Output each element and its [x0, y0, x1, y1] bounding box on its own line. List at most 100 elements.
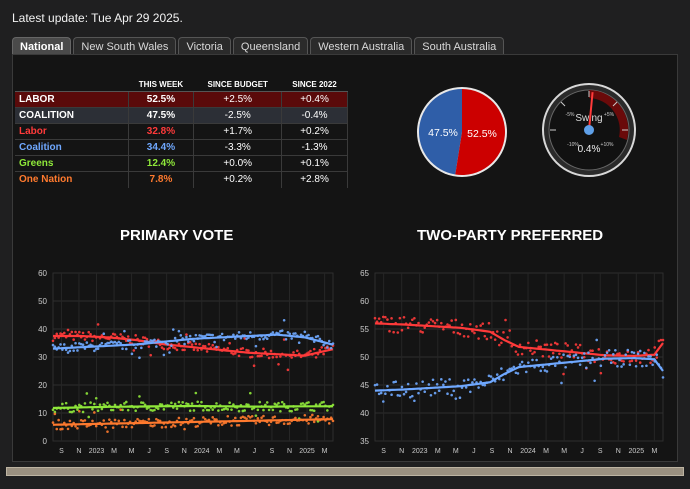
data-point-greens	[188, 409, 192, 413]
summary-header-row: THIS WEEK SINCE BUDGET SINCE 2022	[15, 78, 348, 92]
data-point-greens	[98, 403, 102, 406]
data-point-labor	[175, 348, 179, 352]
data-point-coalition	[66, 351, 70, 354]
x-tick-label: J	[147, 448, 151, 455]
x-tick-label: N	[287, 448, 292, 455]
data-point-one-nation	[235, 424, 239, 427]
summary-header-since-2022: SINCE 2022	[281, 78, 348, 92]
tab-south-australia[interactable]: South Australia	[414, 37, 505, 57]
data-point-coalition	[462, 379, 466, 382]
data-point-labor	[527, 341, 530, 345]
data-point-greens	[307, 401, 310, 404]
data-point-coalition	[562, 353, 565, 356]
data-point-one-nation	[68, 419, 72, 423]
data-point-one-nation	[76, 426, 79, 430]
data-point-greens	[282, 402, 286, 406]
data-point-labor	[539, 345, 543, 349]
x-tick-label: S	[164, 448, 169, 455]
data-point-labor	[173, 346, 177, 350]
data-point-labor	[547, 355, 551, 358]
tab-queensland[interactable]: Queensland	[232, 37, 309, 57]
data-point-coalition	[327, 339, 331, 343]
data-point-greens	[318, 403, 322, 406]
data-point-coalition	[93, 349, 96, 353]
data-point-coalition	[130, 352, 134, 356]
data-point-one-nation	[113, 418, 117, 422]
data-point-greens	[301, 402, 305, 405]
data-point-labor	[433, 321, 437, 325]
data-point-coalition	[556, 355, 559, 359]
data-point-coalition	[626, 348, 630, 352]
data-point-coalition	[381, 400, 385, 403]
data-point-greens	[123, 402, 126, 405]
data-point-one-nation	[173, 424, 177, 428]
data-point-coalition	[262, 337, 265, 341]
party-name-cell: One Nation	[15, 171, 129, 188]
data-point-greens	[78, 403, 81, 407]
data-point-labor	[185, 333, 188, 336]
tab-national[interactable]: National	[12, 37, 72, 57]
data-point-labor	[591, 349, 594, 353]
data-point-labor	[207, 342, 211, 346]
data-point-coalition	[170, 344, 173, 348]
data-point-labor	[309, 349, 312, 353]
data-point-labor	[205, 350, 209, 353]
data-point-labor	[529, 349, 532, 352]
data-point-greens	[91, 407, 94, 411]
data-point-labor	[485, 337, 489, 341]
data-point-one-nation	[136, 417, 139, 421]
data-point-labor	[442, 327, 445, 331]
data-point-coalition	[572, 354, 576, 357]
data-point-coalition	[543, 369, 547, 372]
data-point-one-nation	[104, 426, 107, 429]
this-week-cell: 52.5%	[128, 91, 195, 108]
tab-victoria[interactable]: Victoria	[178, 37, 231, 57]
gauge-tick-minus10: -10%	[567, 142, 579, 148]
latest-update: Latest update: Tue Apr 29 2025.	[12, 11, 183, 25]
data-point-coalition	[192, 339, 196, 343]
data-point-coalition	[72, 349, 75, 352]
tab-western-australia[interactable]: Western Australia	[310, 37, 413, 57]
data-point-labor	[256, 354, 260, 358]
data-point-greens	[288, 409, 292, 413]
data-point-labor	[481, 322, 485, 325]
party-name-cell: LABOR	[15, 91, 129, 108]
data-point-labor	[398, 316, 402, 320]
data-point-one-nation	[294, 416, 297, 420]
data-point-labor	[659, 338, 663, 342]
summary-header-since-budget: SINCE BUDGET	[193, 78, 282, 92]
data-point-labor	[233, 352, 237, 355]
data-point-coalition	[290, 337, 293, 340]
data-point-coalition	[187, 340, 190, 343]
data-point-labor	[653, 346, 657, 349]
data-point-coalition	[622, 363, 625, 366]
data-point-coalition	[487, 374, 491, 378]
data-point-labor	[479, 324, 482, 327]
data-point-coalition	[379, 391, 383, 395]
data-point-coalition	[396, 394, 400, 397]
tab-new-south-wales[interactable]: New South Wales	[73, 37, 177, 57]
data-point-coalition	[489, 375, 493, 378]
data-point-labor	[582, 355, 586, 359]
data-point-one-nation	[177, 416, 181, 420]
data-point-one-nation	[202, 416, 205, 419]
horizontal-scrollbar[interactable]	[6, 467, 684, 476]
y-tick-label: 30	[38, 353, 47, 362]
data-point-coalition	[429, 393, 433, 397]
data-point-one-nation	[288, 422, 292, 425]
data-point-coalition	[585, 366, 588, 370]
data-point-greens	[200, 400, 203, 404]
data-point-coalition	[406, 382, 410, 386]
data-point-one-nation	[160, 426, 164, 429]
data-point-coalition	[106, 341, 109, 345]
region-tabs: National New South Wales Victoria Queens…	[12, 37, 505, 57]
data-point-labor	[166, 347, 169, 351]
data-point-greens	[295, 408, 299, 411]
data-point-one-nation	[233, 416, 237, 420]
x-tick-label: M	[234, 448, 240, 455]
data-point-coalition	[638, 349, 642, 353]
data-point-coalition	[616, 365, 619, 368]
data-point-labor	[661, 338, 665, 342]
data-point-labor	[55, 332, 59, 336]
gauge-hub	[584, 125, 594, 135]
